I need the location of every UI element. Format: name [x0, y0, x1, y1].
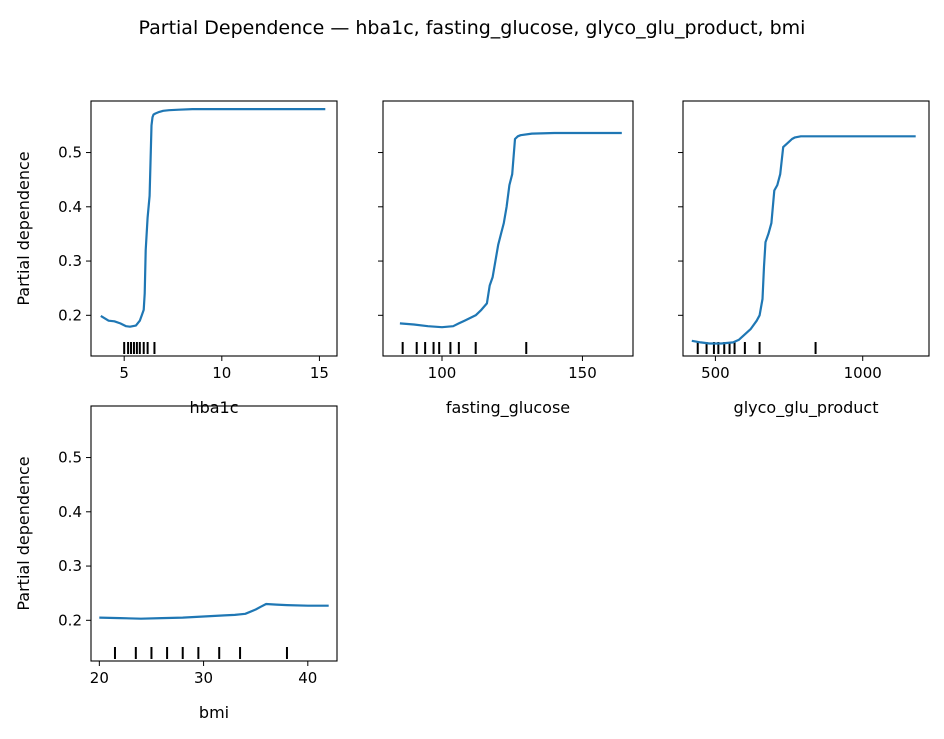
y-tick-label: 0.3 — [58, 252, 82, 270]
x-tick-label: 100 — [428, 364, 457, 382]
pd-line-bmi — [99, 602, 329, 620]
x-axis-label: hba1c — [189, 398, 238, 417]
pd-line-glyco_glu_product — [691, 135, 916, 345]
x-tick-label: 10 — [212, 364, 231, 382]
x-tick-label: 500 — [701, 364, 730, 382]
y-tick-label: 0.2 — [58, 306, 82, 324]
axes-frame — [382, 100, 634, 357]
y-tick-label: 0.4 — [58, 503, 82, 521]
axes-frame — [682, 100, 930, 357]
y-tick-label: 0.5 — [58, 144, 82, 162]
x-tick-label: 1000 — [844, 364, 882, 382]
axes-frame — [90, 100, 338, 357]
pd-line-fasting_glucose — [399, 131, 622, 329]
figure-title: Partial Dependence — hba1c, fasting_gluc… — [139, 17, 806, 39]
x-tick-label: 150 — [568, 364, 597, 382]
axes-frame — [90, 405, 338, 662]
panel-hba1c: 0.2 0.3 0.4 0.5 5 10 15 hba1c Partial dependence — [14, 100, 338, 417]
x-axis-label: bmi — [199, 703, 229, 722]
panel-bmi: 0.2 0.3 0.4 0.5 20 30 40 bmi Partial dependence — [14, 405, 338, 722]
pd-line-hba1c — [100, 108, 326, 328]
panel-glyco_glu_product: 500 1000 glyco_glu_product — [678, 100, 930, 418]
x-axis-label: fasting_glucose — [446, 398, 570, 418]
y-axis-label: Partial dependence — [14, 456, 33, 610]
panel-fasting_glucose: 100 150 fasting_glucose — [378, 100, 634, 418]
x-tick-label: 15 — [310, 364, 329, 382]
y-tick-label: 0.3 — [58, 557, 82, 575]
x-tick-label: 20 — [90, 669, 109, 687]
y-tick-label: 0.2 — [58, 611, 82, 629]
y-tick-label: 0.4 — [58, 198, 82, 216]
x-tick-label: 40 — [298, 669, 317, 687]
x-tick-label: 5 — [119, 364, 129, 382]
x-tick-label: 30 — [194, 669, 213, 687]
y-axis-label: Partial dependence — [14, 151, 33, 305]
y-tick-label: 0.5 — [58, 449, 82, 467]
x-axis-label: glyco_glu_product — [734, 398, 879, 418]
